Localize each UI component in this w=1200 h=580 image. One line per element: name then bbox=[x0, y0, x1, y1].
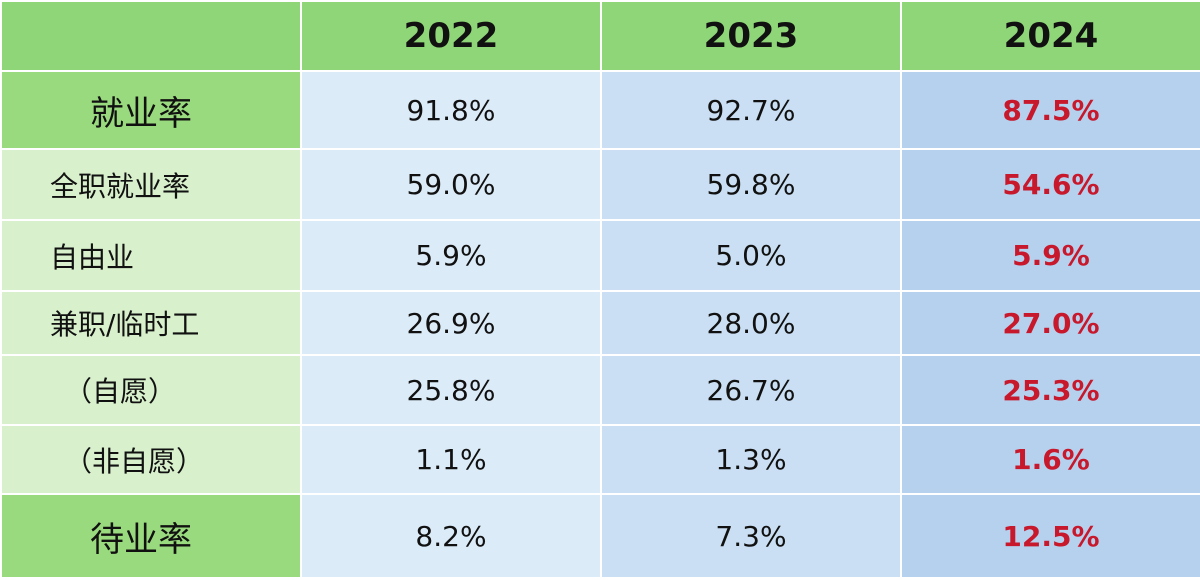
table-row: （非自愿） 1.1% 1.3% 1.6% bbox=[0, 424, 1200, 495]
table-cell: 5.0% bbox=[600, 219, 902, 292]
header-corner bbox=[0, 0, 302, 72]
table-cell-highlight: 25.3% bbox=[900, 354, 1200, 426]
row-label: 全职就业率 bbox=[0, 148, 302, 221]
row-label: 兼职/临时工 bbox=[0, 290, 302, 356]
row-label: （自愿） bbox=[0, 354, 302, 426]
table-row: 全职就业率 59.0% 59.8% 54.6% bbox=[0, 148, 1200, 221]
table-row: 就业率 91.8% 92.7% 87.5% bbox=[0, 70, 1200, 150]
table-row: 待业率 8.2% 7.3% 12.5% bbox=[0, 493, 1200, 579]
row-label: 待业率 bbox=[0, 493, 302, 579]
row-label: （非自愿） bbox=[0, 424, 302, 495]
table-cell: 59.0% bbox=[300, 148, 602, 221]
table-row: （自愿） 25.8% 26.7% 25.3% bbox=[0, 354, 1200, 426]
column-header: 2022 bbox=[300, 0, 602, 72]
row-label: 就业率 bbox=[0, 70, 302, 150]
table-cell: 1.3% bbox=[600, 424, 902, 495]
column-header: 2024 bbox=[900, 0, 1200, 72]
table-cell-highlight: 27.0% bbox=[900, 290, 1200, 356]
table-cell-highlight: 1.6% bbox=[900, 424, 1200, 495]
table-cell: 26.9% bbox=[300, 290, 602, 356]
row-label: 自由业 bbox=[0, 219, 302, 292]
table-cell: 26.7% bbox=[600, 354, 902, 426]
table-cell: 8.2% bbox=[300, 493, 602, 579]
table-cell: 7.3% bbox=[600, 493, 902, 579]
table-cell: 28.0% bbox=[600, 290, 902, 356]
table-cell-highlight: 87.5% bbox=[900, 70, 1200, 150]
table-cell: 92.7% bbox=[600, 70, 902, 150]
table-cell: 1.1% bbox=[300, 424, 602, 495]
table-row: 自由业 5.9% 5.0% 5.9% bbox=[0, 219, 1200, 292]
column-header: 2023 bbox=[600, 0, 902, 72]
table-cell-highlight: 5.9% bbox=[900, 219, 1200, 292]
table-cell: 25.8% bbox=[300, 354, 602, 426]
table-cell: 5.9% bbox=[300, 219, 602, 292]
table-cell: 59.8% bbox=[600, 148, 902, 221]
table-cell-highlight: 54.6% bbox=[900, 148, 1200, 221]
table-cell-highlight: 12.5% bbox=[900, 493, 1200, 579]
header-row: 2022 2023 2024 bbox=[0, 0, 1200, 72]
table-cell: 91.8% bbox=[300, 70, 602, 150]
table-row: 兼职/临时工 26.9% 28.0% 27.0% bbox=[0, 290, 1200, 356]
